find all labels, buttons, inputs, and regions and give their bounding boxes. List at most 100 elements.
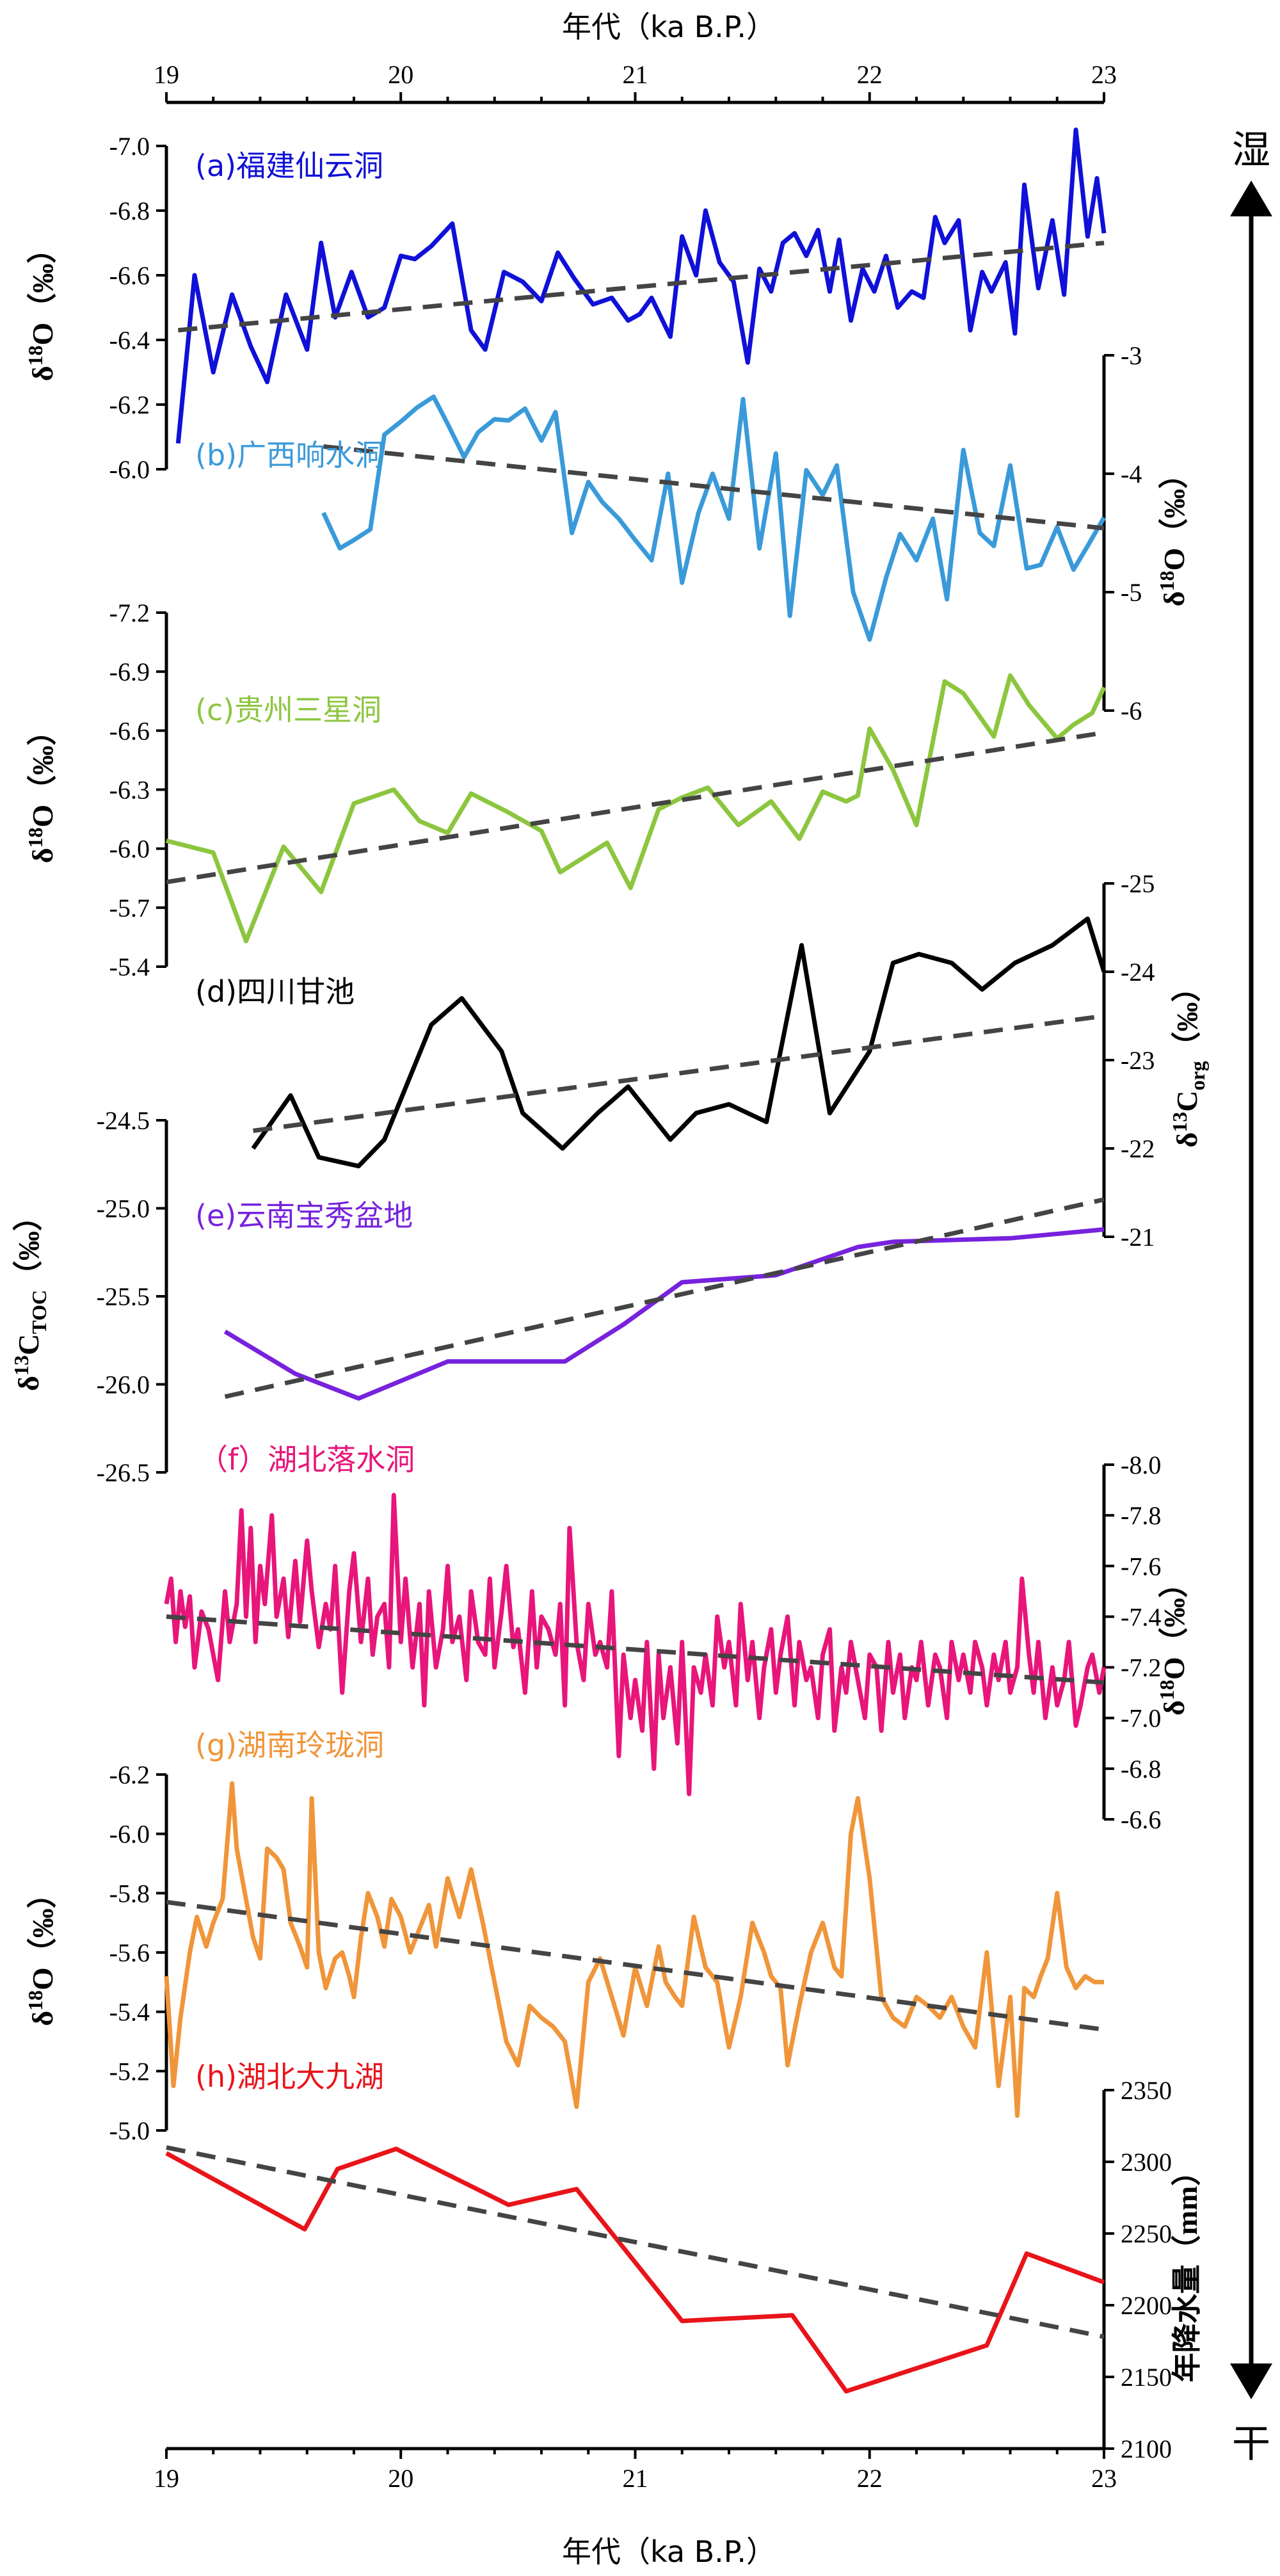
panel-f: -8.0-7.8-7.6-7.4-7.2-7.0-6.8-6.6δ18O（‰）（… (164, 1442, 1190, 1834)
arrow-label-dry: 干 (1232, 2422, 1270, 2467)
panel-label-a: (a)福建仙云洞 (195, 149, 383, 183)
ylabel-delta: δ (1171, 1132, 1203, 1148)
y-tick-label-c: -5.7 (109, 894, 150, 922)
panel-label-e: (e)云南宝秀盆地 (195, 1198, 413, 1233)
trend-line-f (166, 1614, 1105, 1685)
x-tick-label-bottom: 20 (388, 2464, 413, 2493)
ylabel-unit: （‰） (1171, 972, 1203, 1061)
y-tick-label-h: 2300 (1121, 2148, 1172, 2177)
y-tick-label-a: -6.6 (109, 261, 150, 290)
y-tick-label-d: -23 (1121, 1046, 1155, 1075)
y-tick-label-c: -7.2 (109, 599, 150, 627)
y-tick-label-c: -6.3 (109, 776, 150, 805)
ylabel-unit: （‰） (26, 716, 59, 805)
y-tick-label-g: -6.2 (109, 1760, 150, 1789)
y-axis-label-f: δ18O（‰） (1155, 1568, 1190, 1716)
ylabel-element: O (26, 323, 59, 346)
y-tick-label-e: -26.0 (97, 1371, 150, 1399)
panel-label-c: (c)贵州三星洞 (195, 693, 381, 727)
y-axis-label-d: δ13Corg（‰） (1168, 972, 1209, 1147)
x-tick-label-bottom: 22 (857, 2464, 883, 2493)
x-tick-label-top: 19 (154, 60, 179, 89)
y-tick-label-h: 2200 (1121, 2291, 1172, 2320)
y-tick-label-a: -6.4 (109, 326, 150, 355)
ylabel-isotope: 18 (1155, 1680, 1178, 1700)
x-tick-label-bottom: 19 (154, 2464, 179, 2493)
ylabel-isotope: 13 (1168, 1112, 1191, 1132)
trend-line-b (323, 444, 1105, 531)
trend-line-c (166, 730, 1105, 885)
y-tick-label-f: -7.2 (1121, 1654, 1161, 1682)
x-tick-label-top: 23 (1091, 60, 1117, 89)
y-tick-label-c: -6.9 (109, 657, 150, 686)
arrow-label-wet: 湿 (1232, 128, 1270, 173)
x-tick-label-top: 20 (388, 60, 413, 89)
ylabel-element: O (26, 1967, 59, 1990)
ylabel-element: O (1158, 548, 1190, 571)
ylabel-subscript: TOC (28, 1290, 51, 1334)
series-line-c (166, 673, 1107, 944)
y-tick-label-f: -7.6 (1121, 1552, 1161, 1581)
ylabel-element: C (12, 1334, 45, 1355)
y-tick-label-a: -6.8 (109, 197, 150, 225)
y-tick-label-h: 2100 (1121, 2435, 1172, 2463)
panel-b: -6 -5 -4 -3 δ18O（‰） (b)广西响水洞 (195, 341, 1190, 725)
y-tick-label-h: 2350 (1121, 2076, 1172, 2105)
y-tick-label-f: -6.8 (1121, 1755, 1161, 1783)
ylabel-delta: δ (12, 1376, 45, 1391)
ylabel-delta: δ (26, 2011, 59, 2026)
panel-a: -7.0 -6.8 -6.6 -6.4 -6.2 -6.0 δ18O（‰） (a)福建仙云洞 (24, 127, 1107, 484)
y-tick-label-f: -8.0 (1121, 1451, 1161, 1479)
y-tick-label-g: -5.0 (109, 2116, 150, 2145)
panel-c: -7.2 -6.9 -6.6 -6.3 -6.0 -5.7 -5.4 δ18O（‰） (c)贵州… (24, 599, 1107, 981)
y-tick-label-b: -5 (1121, 578, 1142, 607)
x-axis-label-bottom: 年代（ka B.P.） (562, 2534, 776, 2569)
wet-dry-arrow (1230, 181, 1272, 2399)
trend-line-a (177, 241, 1105, 333)
ylabel-delta: δ (1158, 1700, 1190, 1716)
panel-g: -6.2 -6.0 -5.8 -5.6 -5.4 -5.2 -5.0 δ18O（‰） (g)湖南… (24, 1728, 1105, 2145)
y-tick-label-b: -3 (1121, 341, 1142, 370)
y-tick-label-f: -7.0 (1121, 1704, 1161, 1733)
ylabel-unit: （‰） (26, 234, 59, 323)
trend-line-g (166, 1899, 1105, 2032)
ylabel-subscript: org (1186, 1061, 1209, 1090)
y-axis-label-c: δ18O（‰） (24, 716, 59, 864)
y-axis-label-g: δ18O（‰） (24, 1879, 59, 2026)
y-tick-label-e: -25.0 (97, 1195, 150, 1223)
y-tick-label-g: -5.2 (109, 2057, 150, 2086)
ylabel-isotope: 18 (24, 827, 47, 848)
chart-frame: 19 19 20 20 21 21 22 22 23 23 (154, 60, 1117, 2493)
y-tick-label-d: -21 (1121, 1223, 1155, 1252)
y-tick-label-e: -26.5 (97, 1458, 150, 1487)
panel-label-g: (g)湖南玲珑洞 (195, 1728, 384, 1762)
y-tick-label-f: -7.8 (1121, 1501, 1161, 1530)
panel-label-f: （f）湖北落水洞 (198, 1442, 415, 1477)
y-axis-label-b: δ18O（‰） (1155, 460, 1190, 607)
panel-label-h: (h)湖北大九湖 (195, 2059, 384, 2094)
ylabel-element: O (1158, 1657, 1190, 1680)
series-line-d (251, 916, 1107, 1169)
ylabel-unit: （‰） (1158, 460, 1190, 548)
series-line-h (165, 2146, 1105, 2394)
y-tick-label-a: -7.0 (109, 132, 150, 161)
y-axis-label-a: δ18O（‰） (24, 234, 59, 382)
series-line-g (164, 1781, 1104, 2118)
ylabel-element: O (26, 805, 59, 828)
y-tick-label-h: 2250 (1121, 2219, 1172, 2248)
y-tick-label-f: -6.6 (1121, 1805, 1161, 1834)
ylabel-isotope: 18 (1155, 570, 1178, 591)
y-tick-label-e: -25.5 (97, 1282, 150, 1311)
trend-line-d (253, 1013, 1105, 1133)
y-tick-label-g: -6.0 (109, 1820, 150, 1849)
y-tick-label-a: -6.0 (109, 455, 150, 484)
ylabel-unit: （‰） (1158, 1568, 1190, 1657)
y-tick-label-c: -6.0 (109, 835, 150, 864)
y-tick-label-e: -24.5 (97, 1106, 150, 1135)
chart-panels: -7.0-6.8-6.6-6.4-6.2-6.0δ18O（‰）(a)福建仙云洞-… (10, 127, 1209, 2463)
series-line-a (175, 127, 1107, 444)
ylabel-element: C (1171, 1091, 1203, 1112)
panel-h: 2350 2300 2250 2200 2150 2100 年降水量（mm） (h)湖北大九湖 (165, 2059, 1203, 2463)
y-tick-label-g: -5.6 (109, 1938, 150, 1967)
ylabel-unit: （‰） (12, 1202, 45, 1290)
